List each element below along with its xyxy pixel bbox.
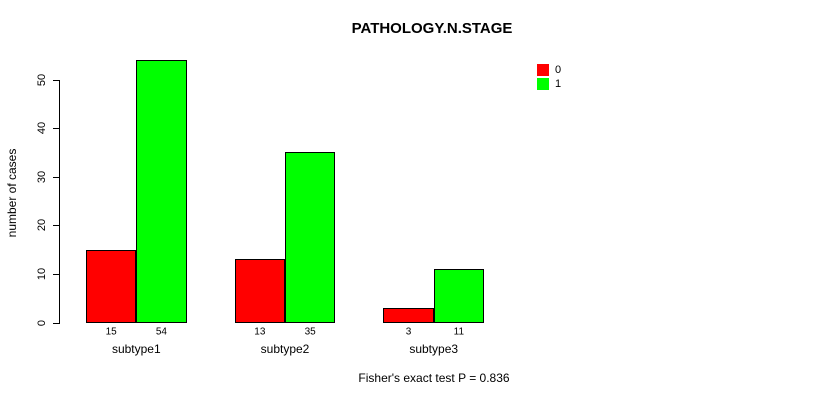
legend-label: 0 (555, 64, 562, 76)
bar-0-subtype3 (383, 307, 434, 324)
chart-title: PATHOLOGY.N.STAGE (351, 20, 513, 37)
fisher-test-annotation: Fisher's exact test P = 0.836 (358, 371, 510, 385)
legend-swatch (537, 78, 549, 90)
y-tick-label: 30 (36, 170, 48, 183)
y-tick-mark (53, 176, 59, 178)
y-tick-mark (53, 225, 59, 227)
category-label-subtype2: subtype2 (260, 342, 310, 356)
y-axis-label: number of cases (5, 148, 19, 238)
y-tick-mark (53, 322, 59, 324)
bar-0-subtype2 (234, 259, 285, 324)
bar-1-subtype3 (433, 269, 484, 324)
y-tick-mark (53, 273, 59, 275)
bar-1-subtype1 (136, 60, 187, 324)
legend-row: 0 (537, 63, 561, 77)
y-axis-line (59, 79, 60, 324)
legend-swatch (537, 64, 549, 76)
bar-count-label: 13 (254, 326, 266, 337)
y-tick-label: 20 (36, 219, 48, 232)
bar-count-label: 35 (304, 326, 316, 337)
y-tick-label: 50 (36, 73, 48, 86)
y-tick-label: 10 (36, 267, 48, 281)
bar-count-label: 54 (155, 326, 167, 337)
category-label-subtype1: subtype1 (111, 342, 161, 356)
y-tick-label: 40 (36, 121, 48, 135)
bar-0-subtype1 (86, 249, 137, 324)
legend-label: 1 (555, 78, 562, 90)
bar-count-label: 3 (405, 326, 412, 337)
y-tick-label: 0 (36, 319, 48, 326)
bar-count-label: 11 (453, 326, 465, 337)
y-tick-mark (53, 79, 59, 81)
y-tick-mark (53, 128, 59, 130)
legend-row: 1 (537, 77, 561, 91)
category-label-subtype3: subtype3 (409, 342, 459, 356)
bar-1-subtype2 (285, 152, 336, 324)
bar-count-label: 15 (105, 326, 117, 337)
